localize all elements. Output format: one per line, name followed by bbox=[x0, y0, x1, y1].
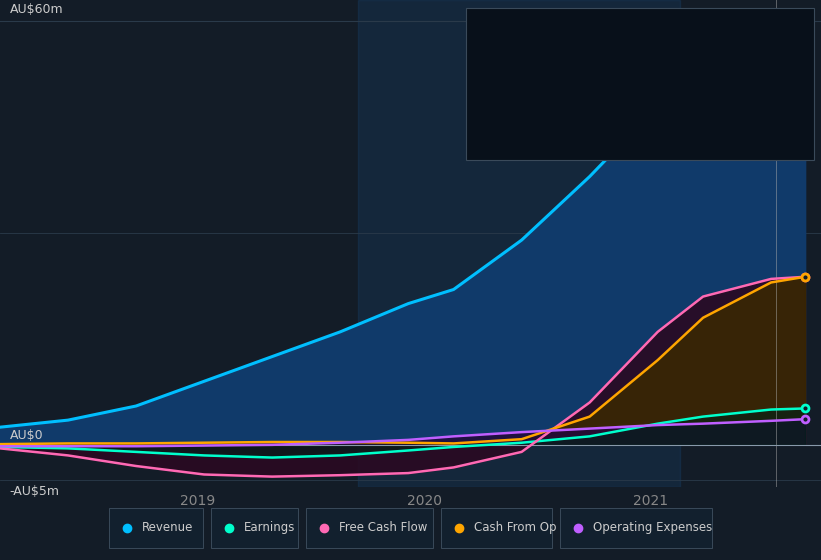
Text: Revenue: Revenue bbox=[476, 36, 521, 46]
Text: Revenue: Revenue bbox=[141, 521, 193, 534]
Text: AU$5.152m: AU$5.152m bbox=[618, 57, 686, 67]
Text: /yr: /yr bbox=[670, 121, 687, 131]
Text: AU$23.800m: AU$23.800m bbox=[618, 121, 693, 131]
Text: AU$0: AU$0 bbox=[10, 430, 44, 442]
FancyBboxPatch shape bbox=[212, 507, 297, 548]
Text: Operating Expenses: Operating Expenses bbox=[476, 142, 581, 152]
Text: Free Cash Flow: Free Cash Flow bbox=[476, 100, 554, 110]
Text: profit margin: profit margin bbox=[641, 78, 713, 88]
Text: -AU$5m: -AU$5m bbox=[10, 485, 60, 498]
Text: AU$3.632m: AU$3.632m bbox=[618, 142, 686, 152]
Text: Cash From Op: Cash From Op bbox=[475, 521, 557, 534]
FancyBboxPatch shape bbox=[305, 507, 433, 548]
Text: AU$58.878m: AU$58.878m bbox=[618, 36, 693, 46]
Text: AU$60m: AU$60m bbox=[10, 3, 63, 16]
FancyBboxPatch shape bbox=[561, 507, 713, 548]
Bar bbox=[358, 0, 681, 487]
Text: /yr: /yr bbox=[670, 36, 687, 46]
Text: /yr: /yr bbox=[665, 142, 682, 152]
Text: /yr: /yr bbox=[670, 100, 687, 110]
Text: Free Cash Flow: Free Cash Flow bbox=[338, 521, 427, 534]
Text: /yr: /yr bbox=[665, 57, 682, 67]
Text: Operating Expenses: Operating Expenses bbox=[594, 521, 713, 534]
Text: Jun 30 2021: Jun 30 2021 bbox=[476, 21, 554, 34]
Text: AU$23.800m: AU$23.800m bbox=[618, 100, 693, 110]
FancyBboxPatch shape bbox=[108, 507, 203, 548]
Text: 8.8%: 8.8% bbox=[618, 78, 647, 88]
Text: Cash From Op: Cash From Op bbox=[476, 121, 549, 131]
Text: Earnings: Earnings bbox=[244, 521, 296, 534]
FancyBboxPatch shape bbox=[442, 507, 552, 548]
Text: Earnings: Earnings bbox=[476, 57, 521, 67]
